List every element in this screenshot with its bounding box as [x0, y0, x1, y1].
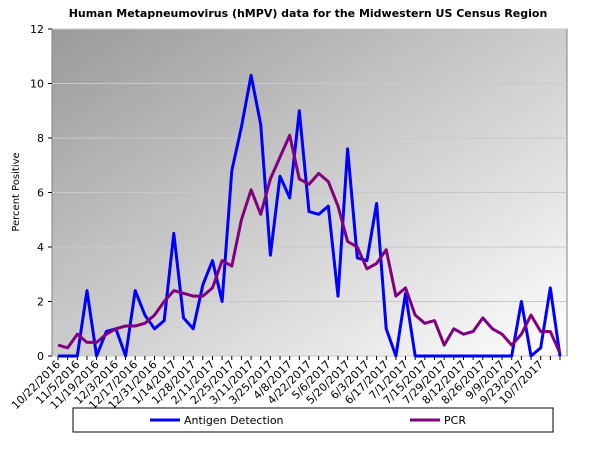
y-tick-label: 0	[37, 350, 44, 363]
y-tick-label: 12	[30, 23, 44, 36]
series-line	[58, 73, 562, 358]
series-line	[57, 133, 562, 354]
y-axis-label: Percent Positive	[11, 152, 22, 231]
y-tick-label: 2	[37, 296, 44, 309]
legend-label: PCR	[444, 414, 466, 427]
chart-title: Human Metapneumovirus (hMPV) data for th…	[69, 7, 548, 20]
y-tick-label: 8	[37, 132, 44, 145]
y-tick-label: 6	[37, 187, 44, 200]
legend	[72, 407, 554, 433]
y-tick-label: 10	[30, 78, 44, 91]
y-tick-label: 4	[37, 241, 44, 254]
legend-label: Antigen Detection	[184, 414, 284, 427]
